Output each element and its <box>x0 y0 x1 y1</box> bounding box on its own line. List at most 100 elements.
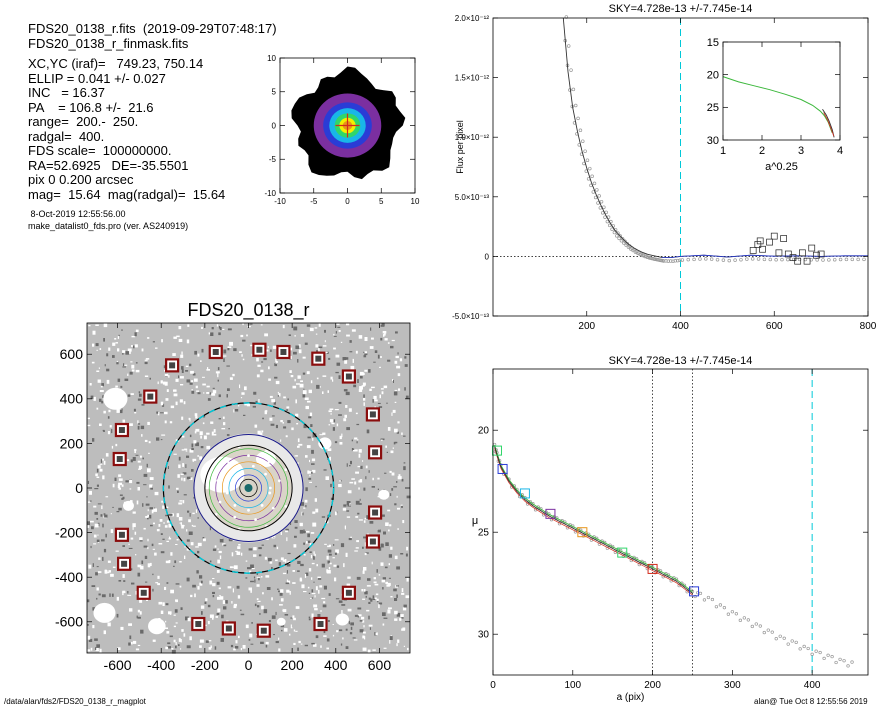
image-noise <box>385 522 389 526</box>
image-noise <box>91 361 95 364</box>
image-noise <box>186 539 190 542</box>
mu-point <box>734 612 739 616</box>
image-noise <box>389 493 392 496</box>
image-noise <box>322 375 327 377</box>
image-noise <box>341 433 343 438</box>
image-noise <box>189 418 191 422</box>
image-noise <box>129 608 133 612</box>
mu-marker <box>689 586 700 597</box>
sky-profile-point <box>733 258 737 262</box>
sky-profile-outer <box>661 254 868 259</box>
mu-point <box>846 664 850 668</box>
image-noise <box>406 495 411 499</box>
image-noise <box>179 500 183 502</box>
image-noise <box>404 364 408 367</box>
image-noise <box>292 615 295 618</box>
image-noise <box>401 432 403 435</box>
thumbnail-x-label: -10 <box>274 197 286 206</box>
image-noise <box>168 611 172 615</box>
image-noise <box>94 511 98 515</box>
image-noise <box>299 578 303 582</box>
image-noise <box>373 577 376 580</box>
image-noise <box>397 507 400 510</box>
image-noise <box>351 478 355 480</box>
image-noise <box>387 509 391 512</box>
image-noise <box>216 570 220 573</box>
image-noise <box>154 552 157 556</box>
image-noise <box>308 616 311 619</box>
image-noise <box>97 379 101 383</box>
image-noise <box>100 385 103 388</box>
image-noise <box>400 614 404 618</box>
image-noise <box>167 642 171 645</box>
image-noise <box>116 613 119 618</box>
image-noise <box>397 421 400 424</box>
image-masked-region <box>103 387 128 410</box>
sky-mask-box-core <box>256 346 263 353</box>
mu-point <box>710 597 715 602</box>
image-noise <box>275 611 277 616</box>
image-noise <box>313 604 318 608</box>
image-noise <box>185 616 189 621</box>
image-noise <box>168 375 170 378</box>
image-noise <box>381 543 383 547</box>
image-noise <box>92 343 95 347</box>
image-noise <box>91 585 96 587</box>
image-noise <box>191 380 194 383</box>
image-noise <box>165 560 170 564</box>
image-masked-region <box>378 489 390 500</box>
sky-profile-point <box>815 258 819 262</box>
image-noise <box>241 552 243 556</box>
image-masked-region <box>122 500 134 511</box>
image-noise <box>355 350 358 354</box>
image-noise <box>333 564 337 567</box>
image-noise <box>329 408 334 410</box>
image-noise <box>391 339 395 342</box>
image-y-label: -200 <box>55 524 83 540</box>
image-noise <box>188 417 190 420</box>
sky-profile-point <box>605 219 610 224</box>
image-noise <box>334 552 337 555</box>
image-noise <box>306 530 310 533</box>
image-noise <box>221 614 224 619</box>
image-noise <box>333 544 335 546</box>
image-noise <box>143 473 148 477</box>
image-noise <box>251 353 253 357</box>
image-noise <box>87 635 91 640</box>
image-noise <box>253 554 257 557</box>
image-noise <box>300 563 304 567</box>
image-noise <box>373 395 377 400</box>
image-noise <box>135 362 138 364</box>
image-noise <box>381 323 385 327</box>
image-noise <box>263 609 268 614</box>
image-noise <box>330 376 333 380</box>
image-noise <box>97 571 102 573</box>
image-noise <box>309 327 314 332</box>
image-noise <box>147 337 150 339</box>
image-noise <box>381 391 384 395</box>
image-noise <box>109 593 111 597</box>
image-noise <box>148 564 151 567</box>
image-noise <box>302 372 306 375</box>
image-noise <box>358 389 363 392</box>
image-noise <box>343 389 348 392</box>
image-noise <box>87 624 89 626</box>
image-noise <box>127 373 129 376</box>
image-x-label: -600 <box>104 657 132 673</box>
image-noise <box>303 554 306 556</box>
image-noise <box>101 539 105 542</box>
image-noise <box>264 556 268 560</box>
image-noise <box>180 522 182 526</box>
image-noise <box>365 552 369 554</box>
image-noise <box>166 540 169 542</box>
image-noise <box>271 536 275 539</box>
sky-profile-point <box>571 87 576 92</box>
image-noise <box>380 388 384 390</box>
image-noise <box>233 605 237 609</box>
image-noise <box>96 597 98 600</box>
image-noise <box>368 597 371 600</box>
image-noise <box>241 392 245 395</box>
image-noise <box>357 512 360 515</box>
image-noise <box>358 519 363 521</box>
image-noise <box>103 430 105 432</box>
